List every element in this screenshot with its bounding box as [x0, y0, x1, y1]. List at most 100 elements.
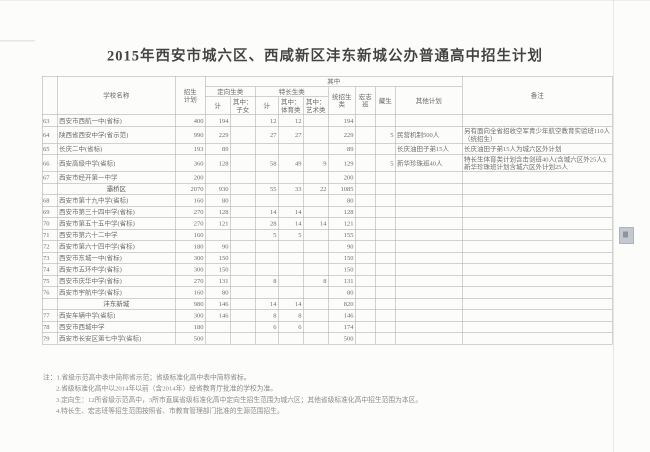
cell-name: 西安市长安区第七中学(省标) [57, 332, 176, 345]
cell-tcs: 49 [278, 154, 304, 172]
cell-hz [355, 205, 376, 218]
cell-tca [303, 205, 329, 218]
cell-tc [255, 240, 279, 253]
cell-name: 西安市第六十四中学(省标) [57, 240, 176, 253]
cell-tcs: 6 [278, 320, 304, 333]
cell-remark [462, 171, 613, 184]
cell-other [394, 194, 463, 207]
scan-artifact-square [619, 227, 634, 244]
cell-plan: 270 [175, 205, 206, 218]
table-row: 73 西安市东城一中(省标) 300 150 150 [42, 251, 613, 264]
cell-other [394, 228, 463, 241]
cell-zs [375, 114, 396, 127]
cell-dx: 80 [205, 286, 231, 299]
cell-name: 长庆二中(省标) [57, 143, 176, 156]
cell-tcs [278, 286, 304, 299]
scan-edge-top [0, 0, 650, 1]
table-row: 70 西安市第五十五中学(省标) 270 121 28 14 14 121 [42, 217, 613, 230]
cell-tca [303, 114, 329, 127]
cell-remark [462, 182, 613, 195]
cell-tca [303, 332, 329, 345]
cell-uni: 500 [328, 332, 356, 345]
cell-zs [375, 263, 396, 276]
cell-tca [303, 240, 329, 253]
cell-plan: 300 [175, 309, 206, 322]
cell-hz [355, 182, 376, 195]
subtotal-row: 沣东新城 980 146 14 14 820 [42, 297, 613, 310]
cell-zs [375, 194, 396, 207]
cell-tc: 28 [255, 217, 279, 230]
note-line: 3.定向生：12所省级示范高中，3所市直属省级标准化高中定向生招生范围为城六区；… [56, 395, 423, 404]
cell-dxc [230, 309, 256, 322]
cell-plan: 160 [175, 228, 206, 241]
cell-other [394, 205, 463, 218]
cell-uni: 131 [328, 274, 356, 287]
cell-uni: 150 [328, 263, 356, 276]
table-row: 78 西安市西城中学 180 6 6 174 [42, 320, 613, 333]
cell-zs [375, 320, 396, 333]
cell-tc: 58 [255, 154, 279, 172]
cell-remark [462, 114, 613, 127]
cell-dx: 930 [205, 182, 231, 195]
cell-dx: 128 [205, 154, 231, 172]
cell-no: 66 [42, 154, 58, 172]
cell-tc [255, 263, 279, 276]
cell-zs [375, 240, 396, 253]
cell-hz [355, 274, 376, 287]
table-row: 77 西安车辆中学(省标) 300 146 8 8 146 [42, 309, 613, 322]
cell-no: 79 [42, 332, 58, 345]
cell-hz [355, 240, 376, 253]
cell-other [394, 274, 463, 287]
cell-dxc [230, 228, 256, 241]
cell-tcs: 33 [278, 182, 304, 195]
cell-uni: 80 [328, 194, 356, 207]
header-special-arts: 其中： 艺术类 [303, 96, 329, 116]
cell-remark [462, 332, 613, 345]
cell-tcs [278, 263, 304, 276]
cell-dx: 229 [205, 126, 231, 144]
cell-name: 西安车辆中学(省标) [57, 309, 176, 322]
cell-tca [303, 143, 329, 156]
cell-no: 73 [42, 251, 58, 264]
cell-dxc [230, 240, 256, 253]
cell-dx: 146 [205, 309, 231, 322]
cell-tc [255, 171, 279, 184]
header-directed-children: 其中： 子女 [230, 96, 256, 116]
cell-uni: 155 [328, 228, 356, 241]
cell-hz [355, 320, 376, 333]
cell-plan: 300 [175, 251, 206, 264]
cell-other: 民营机制500人 [394, 126, 463, 144]
cell-name: 西安市庆华中学(省标) [57, 274, 176, 287]
cell-other [394, 240, 463, 253]
cell-plan: 270 [175, 274, 206, 287]
paper-edge-line [613, 0, 614, 452]
cell-uni: 150 [328, 251, 356, 264]
cell-tc: 8 [255, 274, 279, 287]
cell-zs [375, 182, 396, 195]
cell-tca: 14 [303, 217, 329, 230]
cell-no: 65 [42, 143, 58, 156]
cell-tcs: 14 [278, 297, 304, 310]
cell-tcs [278, 332, 304, 345]
table-body: 63 西安市西航一中(省标) 400 194 12 12 194 64 陕西省西安中学(省示范)… [42, 114, 613, 345]
cell-dxc [230, 320, 256, 333]
cell-tc [255, 286, 279, 299]
cell-remark [462, 205, 613, 218]
cell-uni: 174 [328, 320, 356, 333]
table-row: 68 西安市第十九中学(省标) 160 80 80 [42, 194, 613, 207]
cell-name: 灞桥区 [57, 182, 176, 195]
cell-no: 72 [42, 240, 58, 253]
cell-plan: 990 [175, 126, 206, 144]
cell-name: 西安高级中学(省标) [57, 154, 176, 172]
cell-dx: 128 [205, 205, 231, 218]
cell-dxc [230, 126, 256, 144]
cell-zs [375, 143, 396, 156]
cell-remark [462, 320, 613, 333]
cell-tc: 27 [255, 126, 279, 144]
cell-dx: 194 [205, 114, 231, 127]
cell-hz [355, 286, 376, 299]
cell-tca: 22 [303, 182, 329, 195]
cell-hz [355, 251, 376, 264]
cell-hz [355, 217, 376, 230]
cell-other: 长庆油田子弟15人 [394, 143, 463, 156]
